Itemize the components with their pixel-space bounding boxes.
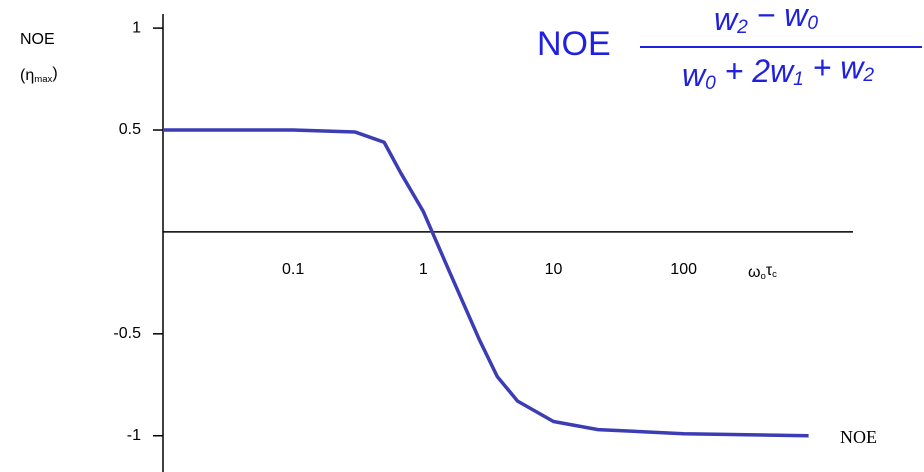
text-part: ) [52,65,57,82]
text-part: + [804,50,840,86]
subscript: c [772,268,777,279]
text-part: w [682,57,707,93]
formula-label: NOE [537,25,611,63]
x-tick-label: 10 [545,261,563,278]
series-label: NOE [840,427,877,447]
formula-denominator: w0​ + 2w1​ + w2​ [682,50,874,94]
subscript: 2 [736,17,748,38]
text-part: (η [20,67,34,84]
x-tick-label: 1 [419,261,428,278]
y-tick-label: 0.5 [119,121,141,138]
text-part: w [784,0,809,34]
text-part: − [748,0,784,34]
text-part: w [714,1,739,37]
text-part: τ [766,262,773,279]
y-tick-label: -0.5 [113,325,141,342]
formula-numerator: w2​ − w0​ [714,0,818,38]
y-axis-label: NOE [20,31,55,48]
y-tick-label: 1 [132,19,141,36]
series-line [163,128,809,438]
subscript: 2 [862,65,874,86]
y-axis-unit: (ηmax​) [20,65,58,84]
x-tick-label: 0.1 [282,261,304,278]
text-part: + 2 [716,54,770,90]
subscript: o [761,270,766,281]
text-part: w [840,50,865,86]
subscript: 0 [705,73,716,94]
subscript: max [34,73,52,84]
text-part: ω [748,264,761,281]
x-tick-label: 100 [670,261,697,278]
text-part: w [770,54,795,90]
x-axis-label: ωo​τc​ [748,262,777,281]
subscript: 1 [793,69,804,90]
subscript: 0 [807,13,818,34]
y-tick-label: -1 [127,427,141,444]
